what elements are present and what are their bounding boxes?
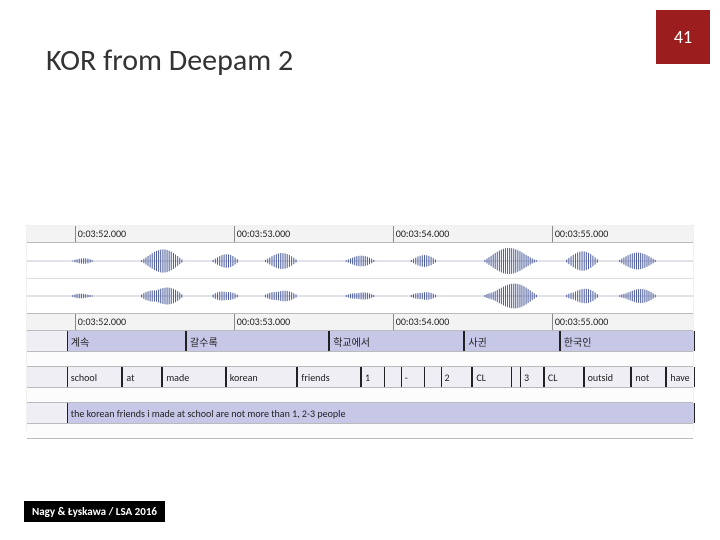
page-title: KOR from Deepam 2	[46, 42, 293, 79]
tier-spacer	[27, 424, 693, 439]
waveform-channel-2	[27, 280, 693, 312]
annotation-panel: 0:03:52.000 00:03:53.000 00:03:54.000 00:03…	[26, 225, 694, 430]
ruler-tick: 00:03:53.000	[234, 226, 291, 242]
ruler-tick: 00:03:53.000	[234, 314, 291, 330]
waveform-area[interactable]	[27, 243, 693, 314]
ruler-tick: 00:03:55.000	[552, 226, 609, 242]
annotation-cell[interactable]: 2	[441, 367, 473, 387]
waveform-separator	[27, 278, 693, 279]
page-number: 41	[674, 26, 692, 48]
page-number-badge: 41	[656, 10, 710, 64]
gloss-tier[interactable]: schoolatmadekoreanfriends1-2CL3CLoutsidn…	[27, 367, 693, 388]
translation-tier[interactable]: the korean friends i made at school are …	[27, 403, 693, 424]
time-ruler-bottom[interactable]: 0:03:52.000 00:03:53.000 00:03:54.000 00:03…	[27, 314, 693, 331]
annotation-cell[interactable]: korean	[226, 367, 298, 387]
annotation-cell[interactable]: have	[666, 367, 695, 387]
annotation-cell[interactable]: school	[67, 367, 123, 387]
korean-tier[interactable]: 계속갈수록학교에서사귄한국인	[27, 331, 693, 352]
annotation-cell[interactable]: 학교에서	[329, 331, 464, 351]
annotation-cell[interactable]: -	[401, 367, 425, 387]
tier-spacer	[27, 352, 693, 367]
annotation-cell[interactable]: not	[631, 367, 666, 387]
ruler-tick: 00:03:54.000	[393, 226, 450, 242]
annotation-cell[interactable]: outsid	[584, 367, 632, 387]
annotation-cell[interactable]: 사귄	[464, 331, 559, 351]
annotation-cell[interactable]: CL	[472, 367, 512, 387]
annotation-cell[interactable]: 3	[520, 367, 544, 387]
annotation-cell[interactable]: at	[122, 367, 162, 387]
annotation-cell[interactable]: 한국인	[560, 331, 695, 351]
tier-spacer	[27, 388, 693, 403]
annotation-tiers: 계속갈수록학교에서사귄한국인 schoolatmadekoreanfriends1…	[27, 331, 693, 439]
annotation-cell[interactable]: 1	[361, 367, 385, 387]
footer-citation: Nagy & Łyskawa / LSA 2016	[24, 501, 165, 522]
annotation-cell[interactable]: CL	[544, 367, 584, 387]
time-ruler-top[interactable]: 0:03:52.000 00:03:53.000 00:03:54.000 00:03…	[27, 226, 693, 243]
annotation-cell[interactable]: friends	[297, 367, 361, 387]
waveform-channel-1	[27, 245, 693, 277]
ruler-tick: 0:03:52.000	[75, 314, 126, 330]
annotation-cell[interactable]: made	[162, 367, 226, 387]
annotation-cell[interactable]: the korean friends i made at school are …	[67, 403, 695, 423]
ruler-tick: 00:03:55.000	[552, 314, 609, 330]
annotation-cell[interactable]: 계속	[67, 331, 186, 351]
annotation-cell[interactable]: 갈수록	[186, 331, 329, 351]
ruler-tick: 0:03:52.000	[75, 226, 126, 242]
ruler-tick: 00:03:54.000	[393, 314, 450, 330]
